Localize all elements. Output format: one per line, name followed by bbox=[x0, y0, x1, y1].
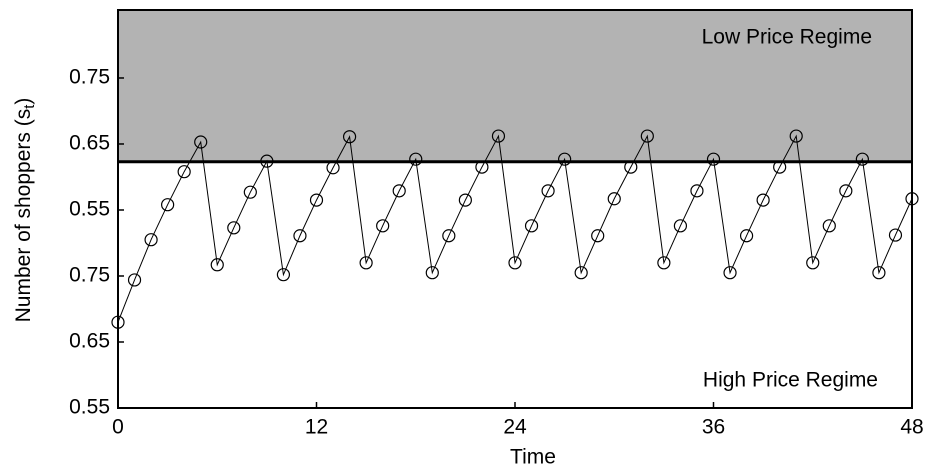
data-point bbox=[127, 273, 142, 287]
data-point bbox=[773, 160, 787, 174]
series-line bbox=[117, 134, 913, 323]
data-point bbox=[574, 266, 588, 280]
y-tick-label: 0.65 bbox=[69, 132, 110, 155]
data-point bbox=[657, 256, 671, 270]
data-point bbox=[342, 130, 357, 144]
data-point bbox=[806, 256, 820, 270]
region-label: Low Price Regime bbox=[702, 26, 872, 49]
y-tick-label: 0.55 bbox=[69, 198, 110, 221]
data-point bbox=[640, 129, 654, 143]
y-tick-label: 0.75 bbox=[69, 66, 110, 89]
region-label: High Price Regime bbox=[703, 369, 878, 392]
y-tick-label: 0.65 bbox=[69, 330, 110, 353]
data-point bbox=[326, 161, 340, 175]
plot-frame bbox=[117, 9, 913, 409]
data-point bbox=[524, 219, 539, 233]
data-point bbox=[888, 228, 903, 242]
data-point bbox=[673, 219, 688, 233]
y-axis-label-suffix: ) bbox=[12, 98, 35, 105]
x-axis-label: Time bbox=[510, 446, 556, 469]
y-axis-label-text: Number of shoppers (s bbox=[12, 109, 35, 323]
x-tick-label: 0 bbox=[112, 416, 124, 439]
data-point bbox=[177, 165, 191, 179]
data-point bbox=[756, 193, 770, 207]
data-point bbox=[227, 221, 241, 235]
data-point bbox=[458, 193, 472, 207]
data-point bbox=[194, 135, 208, 149]
data-point bbox=[690, 184, 704, 198]
data-point bbox=[161, 198, 175, 212]
data-point bbox=[607, 192, 621, 206]
data-point bbox=[558, 152, 572, 166]
x-tick-label: 36 bbox=[702, 416, 725, 439]
data-point bbox=[591, 229, 605, 243]
data-point bbox=[491, 129, 506, 143]
data-point bbox=[276, 268, 291, 282]
data-point bbox=[144, 233, 158, 247]
data-point bbox=[359, 256, 373, 270]
y-axis-label-subscript: t bbox=[21, 104, 38, 109]
data-point bbox=[839, 184, 853, 198]
data-point bbox=[293, 229, 307, 243]
data-point bbox=[508, 256, 522, 270]
data-point bbox=[243, 185, 257, 199]
data-point bbox=[855, 152, 869, 166]
data-point bbox=[210, 258, 224, 272]
x-tick-label: 12 bbox=[305, 416, 328, 439]
data-point bbox=[541, 184, 555, 198]
data-point bbox=[706, 152, 721, 166]
data-point bbox=[872, 266, 886, 280]
data-point bbox=[723, 266, 737, 280]
data-point bbox=[309, 193, 324, 207]
x-tick-label: 24 bbox=[503, 416, 527, 439]
upper-region bbox=[118, 10, 912, 162]
data-point bbox=[475, 160, 489, 174]
data-point bbox=[739, 229, 754, 243]
y-tick-label: 0.55 bbox=[69, 396, 110, 419]
x-tick-label: 48 bbox=[900, 416, 923, 439]
data-point bbox=[409, 152, 423, 166]
data-point bbox=[624, 160, 638, 174]
data-point bbox=[376, 219, 390, 233]
data-point bbox=[392, 184, 406, 198]
y-axis-label: Number of shoppers (st) bbox=[12, 98, 38, 323]
data-point bbox=[822, 219, 836, 233]
data-point bbox=[442, 229, 456, 243]
data-point bbox=[260, 154, 274, 168]
data-point bbox=[789, 129, 803, 143]
data-point bbox=[425, 266, 439, 280]
y-tick-label: 0.75 bbox=[69, 264, 110, 287]
